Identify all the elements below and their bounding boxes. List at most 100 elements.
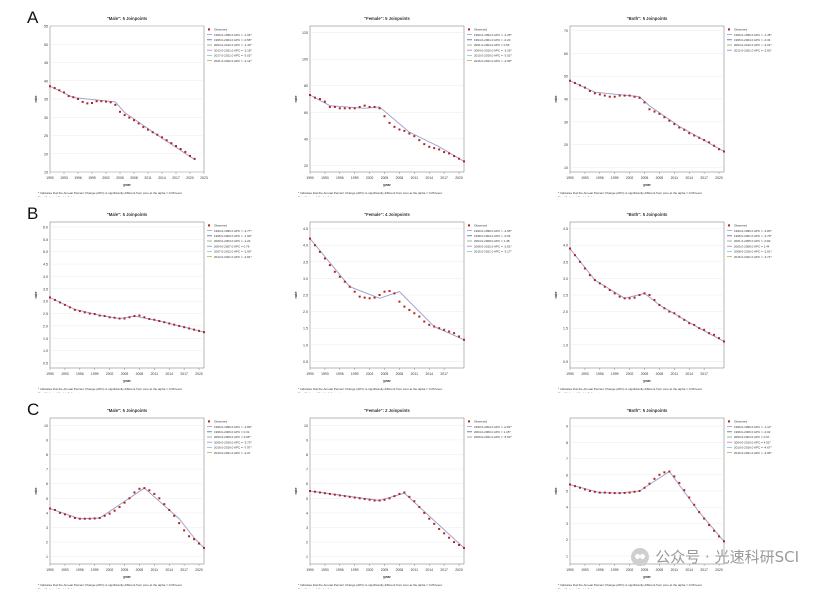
- chart-title: "Male": 5 Joinpoints: [107, 212, 148, 217]
- observed-point: [393, 125, 396, 128]
- y-tick-label: 8: [306, 453, 308, 457]
- observed-point: [438, 327, 441, 330]
- observed-point: [573, 485, 576, 488]
- y-tick-label: 120: [302, 31, 308, 35]
- legend-entry: 2009.0-2021.0 APC = -5.63*: [474, 435, 512, 439]
- legend-entry: 2009.0-2016.0 APC = -3.73*: [214, 440, 252, 444]
- y-axis-label: rate: [554, 292, 558, 299]
- observed-point: [668, 310, 671, 313]
- observed-point: [161, 136, 163, 139]
- chart-a-male: "Male": 5 Joinpoints 15 20 25 30 35 40 45 50 55 19…: [34, 16, 252, 198]
- footnote-line: Final Selected Model: 4 Joinpoints.: [298, 392, 345, 394]
- observed-point: [433, 522, 436, 525]
- x-tick-label: 2002: [366, 568, 374, 572]
- x-tick-label: 2008: [656, 568, 664, 572]
- x-tick-label: 2014: [165, 568, 173, 572]
- x-tick-label: 2020: [195, 568, 203, 572]
- y-tick-label: 15: [44, 171, 48, 175]
- y-tick-label: 6: [566, 473, 568, 477]
- y-axis-label: rate: [34, 488, 38, 495]
- observed-point: [153, 492, 156, 495]
- observed-point: [313, 96, 316, 99]
- x-tick-label: 2002: [626, 176, 634, 180]
- x-tick-label: 2014: [685, 176, 693, 180]
- legend-marker: [468, 224, 470, 227]
- plot-frame: [49, 221, 205, 369]
- footnote-line: Final Selected Model: 5 Joinpoints.: [38, 196, 85, 198]
- footnote-line: * Indicates that the Annual Percent Chan…: [558, 583, 703, 587]
- observed-point: [718, 337, 721, 340]
- y-tick-label: 50: [564, 75, 568, 79]
- x-axis-label: year: [643, 575, 651, 579]
- legend-marker: [728, 420, 730, 423]
- observed-point: [688, 496, 691, 499]
- y-tick-label: 1.0: [563, 343, 568, 347]
- y-tick-label: 5: [46, 497, 48, 501]
- observed-point: [83, 517, 86, 520]
- x-tick-label: 2023: [200, 176, 208, 180]
- x-tick-label: 1999: [88, 176, 96, 180]
- y-tick-label: 4.5: [303, 227, 308, 231]
- x-tick-label: 2017: [700, 372, 708, 376]
- y-tick-label: 4: [306, 511, 308, 515]
- observed-point: [58, 89, 61, 92]
- observed-point: [363, 498, 366, 501]
- x-tick-label: 1993: [61, 372, 69, 376]
- observed-point: [383, 115, 386, 118]
- observed-point: [398, 128, 401, 131]
- legend-entry: Observed: [734, 420, 747, 424]
- observed-point: [178, 324, 181, 327]
- x-tick-label: 1993: [581, 568, 589, 572]
- y-tick-label: 0.5: [563, 360, 568, 364]
- x-tick-label: 2008: [396, 372, 404, 376]
- x-tick-label: 1993: [60, 176, 68, 180]
- y-axis-label: rate: [34, 96, 38, 103]
- x-tick-label: 2014: [158, 176, 166, 180]
- observed-point: [723, 150, 725, 153]
- x-tick-label: 1990: [46, 176, 54, 180]
- x-tick-label: 1990: [566, 568, 574, 572]
- observed-point: [683, 318, 686, 321]
- legend-entry: 2000.0-2004.0 APC = 0.67: [734, 435, 770, 439]
- observed-point: [403, 129, 406, 132]
- observed-point: [158, 319, 161, 322]
- chart-title: "Female": 5 Joinpoints: [364, 16, 410, 21]
- x-tick-label: 2005: [121, 372, 129, 376]
- observed-point: [83, 311, 86, 314]
- observed-point: [658, 473, 661, 476]
- observed-point: [693, 503, 696, 506]
- observed-point: [433, 325, 436, 328]
- observed-point: [77, 98, 79, 100]
- observed-point: [398, 300, 401, 303]
- y-tick-label: 1.5: [303, 327, 308, 331]
- y-tick-label: 8: [46, 453, 48, 457]
- observed-point: [168, 322, 171, 325]
- x-tick-label: 2005: [641, 568, 649, 572]
- y-axis-label: rate: [294, 292, 298, 299]
- observed-point: [628, 94, 631, 97]
- y-tick-label: 7: [306, 468, 308, 472]
- x-tick-label: 2011: [151, 568, 158, 572]
- observed-point: [618, 94, 621, 97]
- observed-point: [673, 123, 676, 126]
- y-tick-label: 2.5: [43, 312, 48, 316]
- y-tick-label: 10: [44, 424, 48, 428]
- observed-point: [463, 338, 465, 341]
- observed-point: [184, 150, 187, 153]
- legend-entry: 2000.0-2009.0 APC = 3.96*: [214, 435, 251, 439]
- observed-point: [663, 471, 666, 474]
- x-tick-label: 2017: [440, 176, 448, 180]
- observed-point: [408, 132, 411, 135]
- observed-point: [628, 297, 631, 300]
- y-tick-label: 20: [304, 164, 308, 168]
- observed-point: [663, 307, 666, 310]
- observed-point: [573, 82, 576, 85]
- observed-point: [578, 486, 581, 489]
- observed-point: [358, 105, 361, 108]
- observed-point: [438, 527, 441, 530]
- observed-point: [338, 107, 341, 110]
- x-tick-label: 2008: [136, 568, 144, 572]
- observed-point: [578, 260, 581, 263]
- observed-point: [98, 314, 101, 317]
- observed-point: [678, 315, 681, 318]
